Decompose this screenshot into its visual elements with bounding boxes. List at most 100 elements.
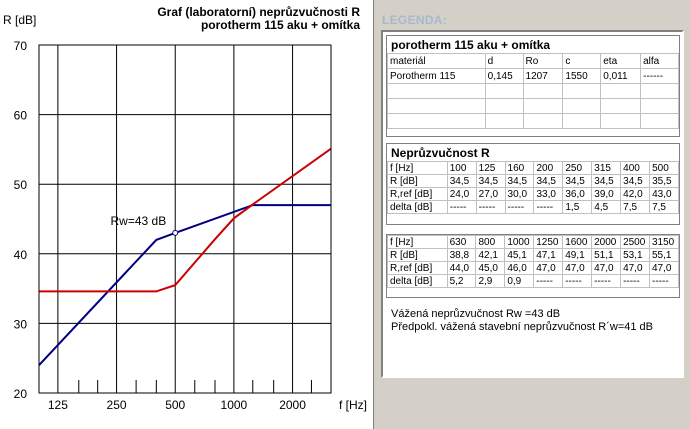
table-row: Porotherm 115 0,145 1207 1550 0,011 ------ — [387, 68, 679, 84]
x-tick-label: 125 — [48, 398, 68, 412]
table-cell — [562, 113, 602, 129]
table-cell: 33,0 — [533, 187, 564, 201]
table-cell — [387, 113, 486, 129]
table-cell — [600, 83, 642, 99]
table-cell: 49,1 — [562, 248, 593, 262]
table-cell: 44,0 — [446, 261, 477, 275]
y-tick-label: 30 — [14, 317, 28, 331]
table-cell: 0,011 — [600, 68, 642, 84]
material-table: materiál d Ro c eta alfa Porotherm 115 0,145 120… — [387, 53, 679, 129]
table-cell: 47,0 — [649, 261, 679, 275]
chart-title-line1: Graf (laboratorní) neprůzvučnosti R — [157, 5, 360, 19]
table-cell: 38,8 — [446, 248, 477, 262]
table-cell: 34,5 — [533, 174, 564, 188]
table-cell: materiál — [387, 53, 486, 69]
table-cell: 2000 — [591, 235, 622, 249]
table-cell: eta — [600, 53, 642, 69]
table-cell: R,ref [dB] — [387, 187, 448, 201]
frequency-table-1: f [Hz] 100 125 160 200 250 315 400 500 R [dB] 34,5… — [387, 161, 679, 214]
table-cell: ----- — [562, 274, 593, 288]
table-cell: R,ref [dB] — [387, 261, 448, 275]
table-cell — [484, 98, 524, 114]
frequency-table-2: f [Hz] 630 800 1000 1250 1600 2000 2500 3150 R [d… — [387, 235, 679, 288]
building-index-note: Předpokl. vážená stavební neprůzvučnost … — [391, 321, 654, 333]
table-cell: 1600 — [562, 235, 593, 249]
table-cell: d — [484, 53, 524, 69]
material-title: porotherm 115 aku + omítka — [391, 38, 551, 52]
nepruzvucnost-section-2: f [Hz] 630 800 1000 1250 1600 2000 2500 3150 R [d… — [386, 234, 680, 298]
table-cell: ----- — [649, 274, 679, 288]
table-cell: 2,9 — [475, 274, 506, 288]
table-cell: 43,0 — [649, 187, 679, 201]
table-cell: 35,5 — [649, 174, 679, 188]
table-cell: 30,0 — [504, 187, 535, 201]
table-row: f [Hz] 630 800 1000 1250 1600 2000 2500 3150 — [387, 235, 679, 249]
table-cell — [640, 113, 679, 129]
table-cell: 34,5 — [562, 174, 593, 188]
table-cell: 7,5 — [620, 200, 651, 214]
table-row: f [Hz] 100 125 160 200 250 315 400 500 — [387, 161, 679, 175]
table-cell: 45,0 — [475, 261, 506, 275]
table-cell: f [Hz] — [387, 161, 448, 175]
table-cell: 125 — [475, 161, 506, 175]
y-tick-label: 60 — [14, 109, 28, 123]
table-cell: ----- — [446, 200, 477, 214]
table-row-empty — [387, 83, 679, 99]
table-cell — [640, 83, 679, 99]
table-cell: 100 — [446, 161, 477, 175]
table-cell: 160 — [504, 161, 535, 175]
table-cell — [522, 113, 564, 129]
table-cell: 250 — [562, 161, 593, 175]
table-cell: 34,5 — [446, 174, 477, 188]
table-cell — [600, 98, 642, 114]
table-cell: 34,5 — [475, 174, 506, 188]
table-cell: 34,5 — [591, 174, 622, 188]
table-row: R [dB] 34,5 34,5 34,5 34,5 34,5 34,5 34,5 35,5 — [387, 174, 679, 188]
material-section: porotherm 115 aku + omítka materiál d Ro c e… — [386, 35, 680, 137]
table-cell: 0,9 — [504, 274, 535, 288]
x-tick-label: 500 — [165, 398, 185, 412]
chart-background — [0, 0, 373, 429]
weighted-index-note: Vážená neprůzvučnost Rw =43 dB — [391, 308, 561, 320]
table-cell: 51,1 — [591, 248, 622, 262]
table-cell: 47,0 — [562, 261, 593, 275]
series-line — [39, 147, 332, 293]
table-cell: alfa — [640, 53, 679, 69]
legend-box[interactable]: porotherm 115 aku + omítka materiál d Ro c e… — [381, 30, 684, 378]
table-cell: 5,2 — [446, 274, 477, 288]
table-cell: 55,1 — [649, 248, 679, 262]
table-cell: Ro — [522, 53, 564, 69]
table-cell: ----- — [533, 274, 564, 288]
table-cell: 1550 — [562, 68, 602, 84]
table-cell: ----- — [533, 200, 564, 214]
table-row: R [dB] 38,8 42,1 45,1 47,1 49,1 51,1 53,1 55,1 — [387, 248, 679, 262]
table-cell — [562, 83, 602, 99]
table-row: delta [dB] 5,2 2,9 0,9 ----- ----- ----- ----- -… — [387, 274, 679, 288]
table-cell — [600, 113, 642, 129]
table-cell: 47,0 — [533, 261, 564, 275]
table-cell: 315 — [591, 161, 622, 175]
table-cell — [387, 83, 486, 99]
table-cell: 36,0 — [562, 187, 593, 201]
table-row: R,ref [dB] 24,0 27,0 30,0 33,0 36,0 39,0 42,0 43… — [387, 187, 679, 201]
table-cell: c — [562, 53, 602, 69]
table-cell: 4,5 — [591, 200, 622, 214]
table-cell: 7,5 — [649, 200, 679, 214]
table-cell: 47,0 — [591, 261, 622, 275]
grid — [39, 45, 331, 393]
table-cell: 1,5 — [562, 200, 593, 214]
nepruzvucnost-title: Neprůzvučnost R — [391, 146, 490, 160]
table-cell — [522, 98, 564, 114]
rw-annotation-label: Rw=43 dB — [111, 214, 167, 228]
table-cell: 45,1 — [504, 248, 535, 262]
x-axis-label: f [Hz] — [339, 398, 367, 412]
table-cell: ----- — [591, 274, 622, 288]
table-row: materiál d Ro c eta alfa — [387, 53, 679, 69]
table-cell: 46,0 — [504, 261, 535, 275]
annotations: Rw=43 dB — [111, 214, 179, 236]
plot-frame — [38, 44, 332, 394]
table-cell: 42,0 — [620, 187, 651, 201]
table-cell: delta [dB] — [387, 274, 448, 288]
table-cell: 47,1 — [533, 248, 564, 262]
table-cell: 3150 — [649, 235, 679, 249]
